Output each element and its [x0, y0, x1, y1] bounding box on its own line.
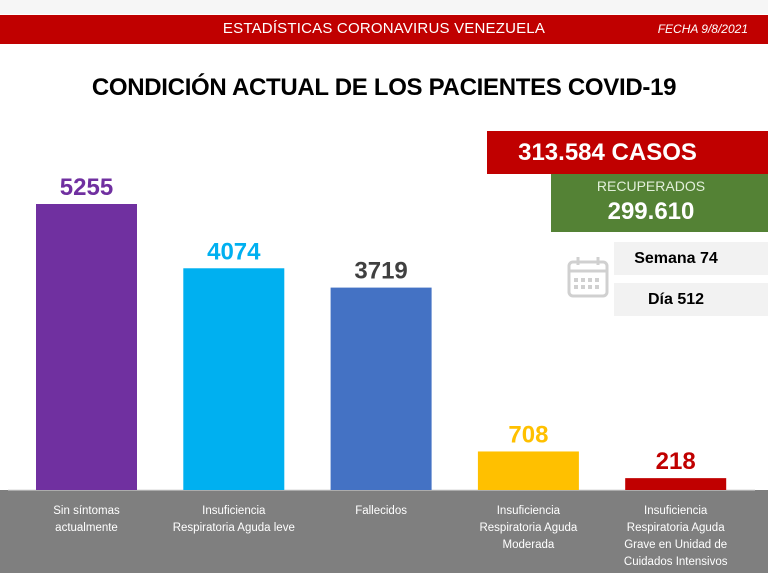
category-label-line: Moderada: [502, 539, 555, 551]
week-box: Semana 74: [614, 242, 768, 275]
data-label-3: 3719: [354, 258, 407, 285]
bar-5: [625, 478, 727, 490]
category-label-1: Sin síntomas actualmente: [12, 503, 162, 537]
calendar-icon: [565, 254, 611, 300]
category-label-line: Respiratoria Aguda: [626, 522, 725, 534]
category-label-line: actualmente: [55, 522, 118, 534]
category-label-line: Respiratoria Aguda: [479, 522, 578, 534]
chart-title: CONDICIÓN ACTUAL DE LOS PACIENTES COVID-…: [91, 74, 677, 101]
category-label-panel: [0, 490, 768, 573]
category-label-line: Fallecidos: [355, 505, 407, 517]
data-label-5: 218: [656, 448, 696, 475]
recovered-box: RECUPERADOS 299.610: [551, 174, 768, 232]
category-label-line: Insuficiencia: [644, 505, 708, 517]
header-banner: ESTADÍSTICAS CORONAVIRUS VENEZUELA FECHA…: [0, 15, 768, 44]
category-label-3: Fallecidos: [306, 503, 456, 520]
bar-4: [477, 451, 579, 490]
data-label-4: 708: [508, 421, 548, 448]
category-label-line: Grave en Unidad de: [624, 539, 728, 551]
recovered-value: 299.610: [607, 198, 695, 225]
day-box: Día 512: [614, 283, 768, 316]
category-label-line: Insuficiencia: [496, 505, 561, 517]
category-label-line: Cuidados Intensivos: [623, 556, 728, 568]
category-label-line: Respiratoria Aguda leve: [172, 522, 295, 534]
category-label-2: Insuficiencia Respiratoria Aguda leve: [159, 503, 309, 537]
data-label-2: 4074: [207, 238, 261, 265]
total-cases-box: 313.584 CASOS: [487, 131, 768, 174]
banner-title: ESTADÍSTICAS CORONAVIRUS VENEZUELA: [222, 20, 546, 37]
report-date: FECHA 9/8/2021: [657, 22, 748, 36]
category-label-4: Insuficiencia Respiratoria Aguda Moderada: [453, 503, 603, 554]
bar-1: [36, 204, 137, 490]
bar-2: [183, 268, 285, 490]
category-label-5: Insuficiencia Respiratoria Aguda Grave en …: [601, 503, 751, 571]
category-label-line: Sin síntomas: [53, 505, 120, 517]
recovered-label: RECUPERADOS: [596, 178, 706, 194]
category-label-line: Insuficiencia: [202, 505, 266, 517]
data-label-1: 5255: [60, 174, 113, 201]
top-strip: [0, 0, 768, 14]
bar-3: [330, 287, 432, 490]
